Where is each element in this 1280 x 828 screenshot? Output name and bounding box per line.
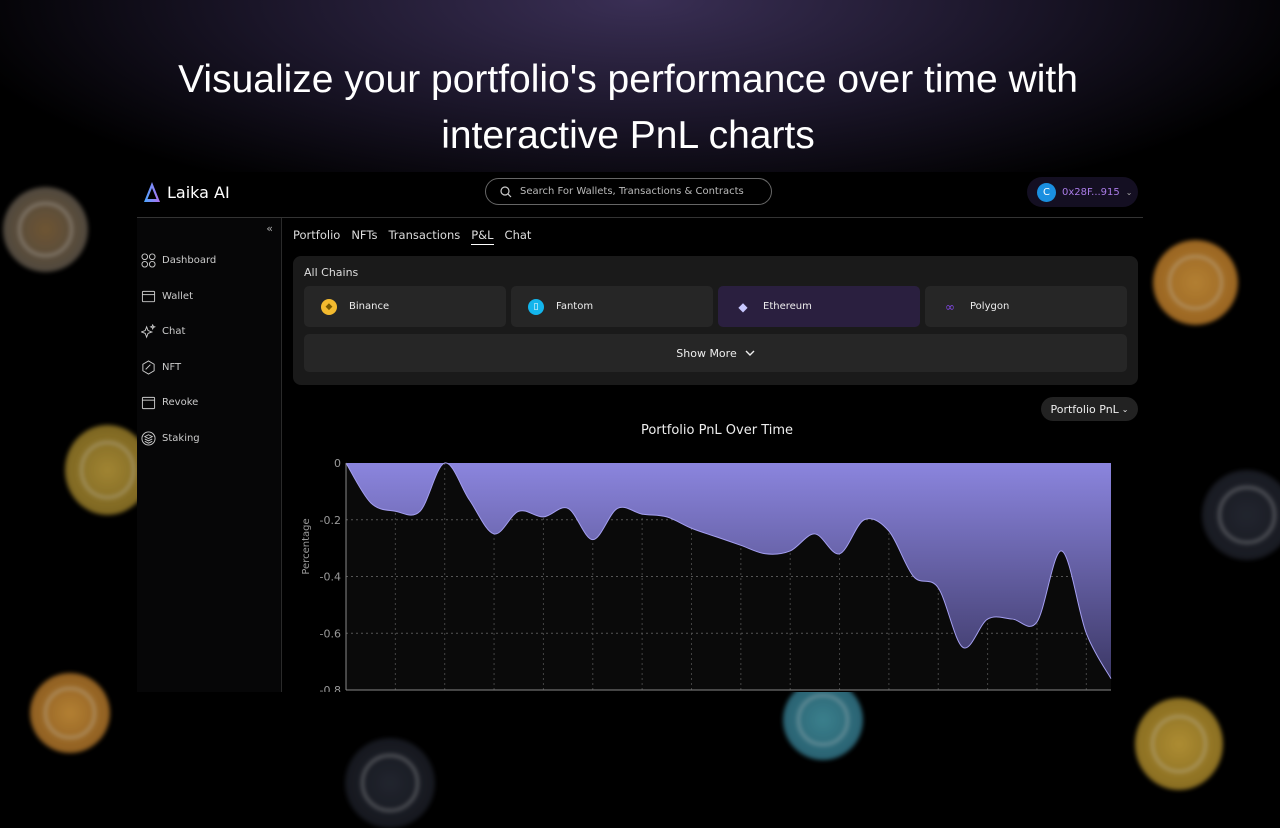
- y-tick-label: -0.4: [320, 571, 341, 584]
- sidebar-item-label: Revoke: [162, 397, 199, 408]
- collapse-sidebar-button[interactable]: «: [266, 222, 273, 235]
- sidebar-item-label: Dashboard: [162, 255, 217, 266]
- ethereum-coin-icon: [345, 738, 435, 828]
- y-tick-label: -0.2: [320, 514, 341, 527]
- chain-ethereum[interactable]: ◆ Ethereum: [718, 286, 920, 327]
- tab-portfolio[interactable]: Portfolio: [293, 228, 341, 242]
- top-bar: Laika AI Search For Wallets, Transaction…: [137, 172, 1143, 218]
- nft-icon: [142, 360, 155, 375]
- pnl-area: [346, 462, 1111, 679]
- sidebar-item-dashboard[interactable]: Dashboard: [141, 253, 216, 268]
- binance-icon: ◆: [321, 298, 337, 315]
- ethereum-coin-icon: [1202, 470, 1280, 560]
- laika-logo-icon: [144, 182, 160, 202]
- sidebar-item-label: Staking: [162, 433, 200, 444]
- ethereum-icon: ◆: [738, 299, 748, 314]
- chain-fantom[interactable]: ▯ Fantom: [511, 286, 713, 327]
- search-placeholder: Search For Wallets, Transactions & Contr…: [520, 186, 744, 197]
- chart-type-dropdown[interactable]: Portfolio PnL ⌄: [1041, 397, 1138, 421]
- sidebar-item-revoke[interactable]: Revoke: [141, 395, 198, 410]
- wallet-address: 0x28F...915: [1062, 186, 1120, 198]
- sparkle-icon: [141, 324, 156, 339]
- wallet-button[interactable]: C 0x28F...915 ⌄: [1027, 177, 1138, 207]
- sidebar-item-wallet[interactable]: Wallet: [141, 289, 193, 304]
- chain-label: Polygon: [970, 301, 1010, 312]
- fantom-icon: ▯: [528, 298, 544, 315]
- search-icon: [500, 185, 512, 197]
- headline-line-2: interactive PnL charts: [441, 114, 815, 157]
- tab-pnl[interactable]: P&L: [471, 228, 494, 245]
- headline: Visualize your portfolio's performance o…: [0, 52, 1256, 164]
- y-axis-label: Percentage: [301, 518, 312, 574]
- bitcoin-coin-icon: [30, 673, 110, 753]
- monero-coin-icon: [3, 187, 88, 272]
- chain-label: Ethereum: [763, 301, 812, 312]
- y-tick-label: -0.8: [320, 684, 341, 692]
- all-chains-label: All Chains: [304, 266, 359, 279]
- grid-icon: [141, 253, 156, 268]
- brand-logo[interactable]: Laika AI: [143, 181, 230, 203]
- chevron-down-icon: ⌄: [1121, 404, 1129, 414]
- calendar-icon: [141, 396, 156, 410]
- app-window: Laika AI Search For Wallets, Transaction…: [137, 172, 1143, 692]
- sidebar-item-nft[interactable]: NFT: [141, 360, 181, 375]
- dogecoin-coin-icon: [65, 425, 150, 515]
- show-more-label: Show More: [676, 346, 737, 360]
- chevron-down-icon: [745, 350, 755, 356]
- sidebar: « Dashboard Wallet Chat NFT Revoke Staki…: [137, 218, 282, 692]
- chain-binance[interactable]: ◆ Binance: [304, 286, 506, 327]
- sidebar-item-label: Chat: [162, 326, 186, 337]
- pnl-chart[interactable]: 0 -0.2 -0.4 -0.6 -0.8 Percentage: [290, 450, 1143, 692]
- avatar: C: [1037, 182, 1056, 202]
- dogecoin-coin-icon: [1135, 698, 1223, 790]
- background-glow: [0, 0, 1280, 200]
- polygon-icon: ∞: [945, 299, 955, 314]
- tab-transactions[interactable]: Transactions: [388, 228, 461, 242]
- show-more-button[interactable]: Show More: [304, 334, 1127, 372]
- bitcoin-coin-icon: [1153, 240, 1238, 325]
- layers-icon: [141, 431, 156, 446]
- search-input[interactable]: Search For Wallets, Transactions & Contr…: [485, 178, 772, 205]
- sidebar-item-label: Wallet: [162, 291, 194, 302]
- chart-title: Portfolio PnL Over Time: [640, 423, 794, 438]
- litecoin-coin-icon: [783, 680, 863, 760]
- y-tick-label: -0.6: [320, 627, 341, 640]
- chain-polygon[interactable]: ∞ Polygon: [925, 286, 1127, 327]
- y-tick-label: 0: [334, 457, 341, 470]
- sidebar-item-label: NFT: [162, 362, 182, 373]
- dropdown-value: Portfolio PnL: [1050, 402, 1119, 416]
- tab-chat[interactable]: Chat: [504, 228, 532, 242]
- chain-label: Fantom: [556, 301, 594, 312]
- chevron-down-icon: ⌄: [1125, 187, 1133, 197]
- tab-nfts[interactable]: NFTs: [351, 228, 378, 242]
- wallet-icon: [141, 290, 156, 303]
- headline-line-1: Visualize your portfolio's performance o…: [178, 58, 1078, 101]
- pnl-line: [345, 462, 1112, 679]
- tab-bar: Portfolio NFTs Transactions P&L Chat: [293, 228, 531, 245]
- chain-selector: All Chains ◆ Binance ▯ Fantom ◆ Ethereum ∞ P…: [293, 256, 1138, 385]
- sidebar-item-chat[interactable]: Chat: [141, 324, 185, 339]
- sidebar-item-staking[interactable]: Staking: [141, 431, 200, 446]
- chain-label: Binance: [349, 301, 390, 312]
- brand-name: Laika AI: [167, 182, 230, 202]
